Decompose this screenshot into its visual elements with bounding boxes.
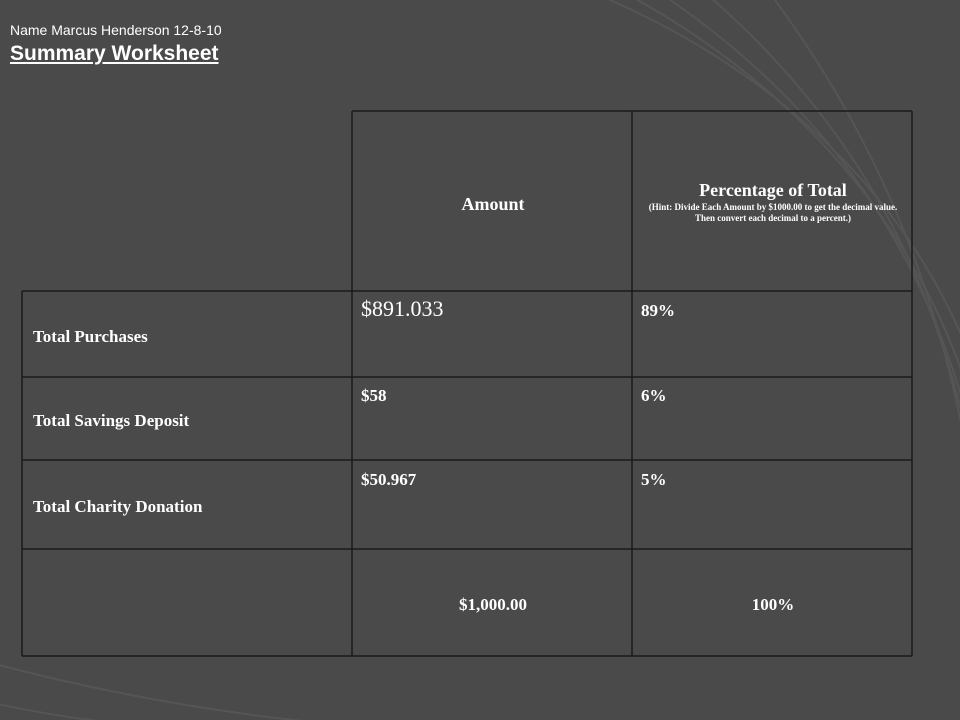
percent-charity: 5%	[641, 470, 667, 489]
percentage-title: Percentage of Total	[699, 180, 847, 200]
worksheet-header: Name Marcus Henderson 12-8-10 Summary Wo…	[10, 21, 222, 67]
amount-purchases: $891.033	[361, 296, 444, 321]
total-amount: $1,000.00	[459, 595, 527, 614]
percent-purchases: 89%	[641, 301, 675, 320]
total-percent: 100%	[751, 595, 795, 614]
amount-savings: $58	[361, 386, 387, 405]
student-name-date: Name Marcus Henderson 12-8-10	[10, 22, 222, 38]
row-label-savings: Total Savings Deposit	[33, 411, 190, 430]
percentage-hint: (Hint: Divide Each Amount by $1000.00 to…	[648, 202, 898, 223]
row-label-purchases: Total Purchases	[33, 327, 148, 346]
percent-savings: 6%	[641, 386, 667, 405]
amount-charity: $50.967	[361, 470, 417, 489]
page-title: Summary Worksheet	[10, 42, 219, 65]
row-label-charity: Total Charity Donation	[33, 497, 203, 516]
column-header-percentage: Percentage of Total (Hint: Divide Each A…	[634, 180, 912, 224]
column-header-amount: Amount	[461, 194, 525, 214]
